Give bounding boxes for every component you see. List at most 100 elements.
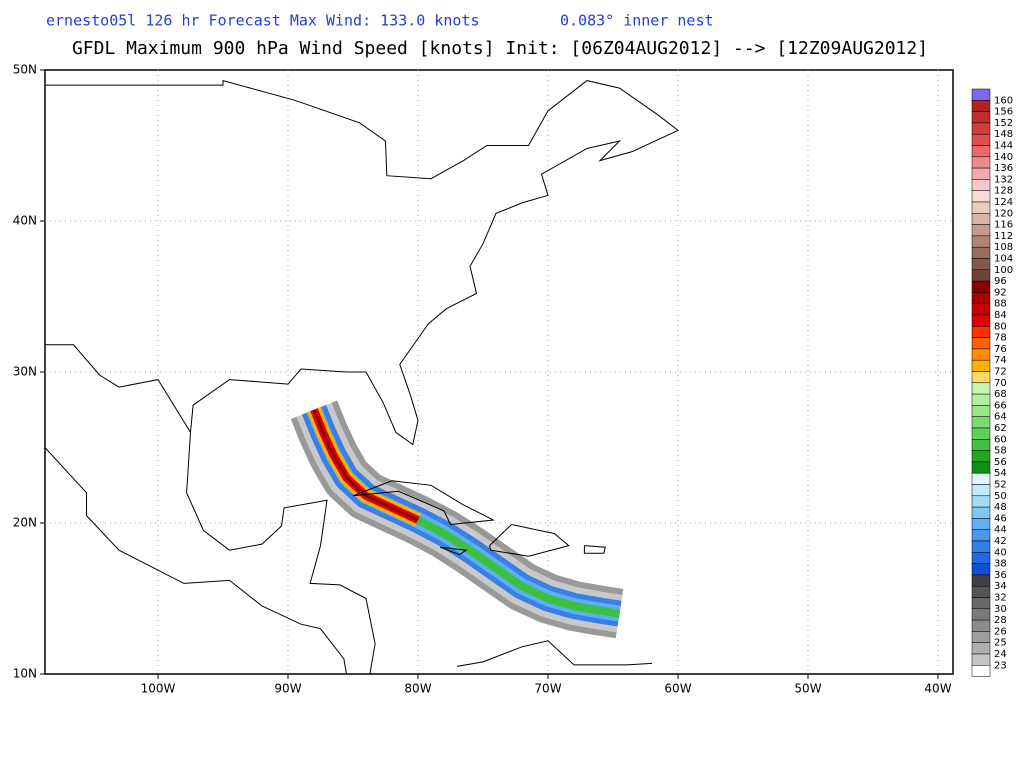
title: GFDL Maximum 900 hPa Wind Speed [knots] … bbox=[72, 38, 928, 59]
colorbar-box bbox=[971, 111, 991, 124]
colorbar-box bbox=[971, 326, 991, 338]
colorbar-label: 112 bbox=[994, 231, 1013, 242]
colorbar-label: 56 bbox=[994, 457, 1007, 468]
coastline bbox=[456, 640, 653, 667]
coastline bbox=[583, 545, 606, 554]
coastline bbox=[44, 79, 549, 180]
colorbar-box bbox=[971, 303, 991, 316]
colorbar-box bbox=[971, 540, 991, 553]
colorbar-box bbox=[971, 190, 991, 203]
colorbar-label: 108 bbox=[994, 242, 1013, 253]
colorbar-label: 46 bbox=[994, 513, 1007, 524]
colorbar-box bbox=[971, 484, 991, 497]
colorbar-box bbox=[971, 631, 991, 643]
nest-label: 0.083° inner nest bbox=[560, 12, 714, 30]
colorbar-label: 120 bbox=[994, 208, 1013, 219]
coastline bbox=[439, 546, 468, 556]
lon-label: 100W bbox=[141, 682, 176, 696]
colorbar-label: 62 bbox=[994, 423, 1007, 434]
colorbar-box bbox=[971, 179, 991, 191]
colorbar-label: 25 bbox=[994, 638, 1007, 649]
colorbar-label: 52 bbox=[994, 480, 1007, 491]
colorbar-label: 84 bbox=[994, 310, 1007, 321]
lon-label: 70W bbox=[534, 682, 561, 696]
colorbar-box bbox=[971, 427, 991, 440]
colorbar-label: 60 bbox=[994, 434, 1007, 445]
colorbar-box bbox=[971, 224, 991, 237]
colorbar-label: 100 bbox=[994, 265, 1013, 276]
colorbar-box bbox=[971, 495, 991, 508]
colorbar-label: 72 bbox=[994, 367, 1007, 378]
lat-label: 10N bbox=[13, 667, 37, 681]
colorbar-box bbox=[971, 133, 991, 146]
colorbar-label: 116 bbox=[994, 220, 1013, 231]
colorbar-label: 124 bbox=[994, 197, 1013, 208]
colorbar-label: 23 bbox=[994, 660, 1007, 671]
colorbar-label: 132 bbox=[994, 174, 1013, 185]
lat-label: 50N bbox=[13, 63, 37, 77]
colorbar-box bbox=[971, 416, 991, 429]
swath-core bbox=[312, 409, 419, 522]
colorbar-label: 30 bbox=[994, 604, 1007, 615]
coastline bbox=[44, 344, 191, 433]
coastline bbox=[186, 432, 376, 675]
colorbar-box bbox=[971, 642, 991, 655]
colorbar-box bbox=[971, 258, 991, 271]
coastline bbox=[489, 523, 570, 557]
coastlines bbox=[44, 79, 679, 675]
lon-label: 90W bbox=[274, 682, 301, 696]
colorbar-label: 76 bbox=[994, 344, 1007, 355]
colorbar-label: 128 bbox=[994, 186, 1013, 197]
colorbar-box bbox=[971, 597, 991, 610]
colorbar-label: 88 bbox=[994, 299, 1007, 310]
colorbar-box bbox=[971, 506, 991, 519]
colorbar-box bbox=[971, 246, 991, 259]
colorbar-box bbox=[971, 292, 991, 304]
colorbar-box bbox=[971, 348, 991, 361]
colorbar-label: 58 bbox=[994, 446, 1007, 457]
colorbar-box bbox=[971, 665, 991, 677]
colorbar-box bbox=[971, 653, 991, 666]
colorbar-box bbox=[971, 608, 991, 621]
colorbar-box bbox=[971, 393, 991, 406]
colorbar-label: 140 bbox=[994, 152, 1013, 163]
colorbar-label: 160 bbox=[994, 95, 1013, 106]
colorbar-box bbox=[971, 280, 991, 293]
colorbar-box bbox=[971, 337, 991, 350]
colorbar-box bbox=[971, 156, 991, 169]
colorbar-box bbox=[971, 100, 991, 112]
lat-label: 30N bbox=[13, 365, 37, 379]
colorbar-label: 80 bbox=[994, 321, 1007, 332]
colorbar-label: 156 bbox=[994, 107, 1013, 118]
subtitle: ernesto05l 126 hr Forecast Max Wind: 133… bbox=[46, 12, 479, 30]
coastline bbox=[44, 447, 347, 675]
colorbar-box bbox=[971, 552, 991, 564]
colorbar-box bbox=[971, 314, 991, 327]
colorbar-label: 40 bbox=[994, 547, 1007, 558]
colorbar-label: 32 bbox=[994, 593, 1007, 604]
colorbar-box bbox=[971, 574, 991, 587]
colorbar-box bbox=[971, 371, 991, 384]
colorbar-label: 78 bbox=[994, 333, 1007, 344]
lon-label: 60W bbox=[664, 682, 691, 696]
colorbar-label: 152 bbox=[994, 118, 1013, 129]
wind-swath bbox=[290, 400, 625, 639]
colorbar-box bbox=[971, 585, 991, 598]
colorbar-label: 148 bbox=[994, 129, 1013, 140]
colorbar-box bbox=[971, 382, 991, 395]
colorbar-label: 26 bbox=[994, 626, 1007, 637]
coastline bbox=[352, 480, 496, 526]
colorbar-box bbox=[971, 201, 991, 214]
colorbar-box bbox=[971, 563, 991, 576]
lat-label: 40N bbox=[13, 214, 37, 228]
colorbar-label: 144 bbox=[994, 141, 1013, 152]
colorbar-label: 74 bbox=[994, 355, 1007, 366]
colorbar-label: 36 bbox=[994, 570, 1007, 581]
colorbar-box bbox=[971, 450, 991, 463]
colorbar-box bbox=[971, 472, 991, 485]
lat-label: 20N bbox=[13, 516, 37, 530]
colorbar-label: 68 bbox=[994, 389, 1007, 400]
colorbar-label: 70 bbox=[994, 378, 1007, 389]
colorbar-label: 66 bbox=[994, 400, 1007, 411]
colorbar-box bbox=[971, 145, 991, 158]
